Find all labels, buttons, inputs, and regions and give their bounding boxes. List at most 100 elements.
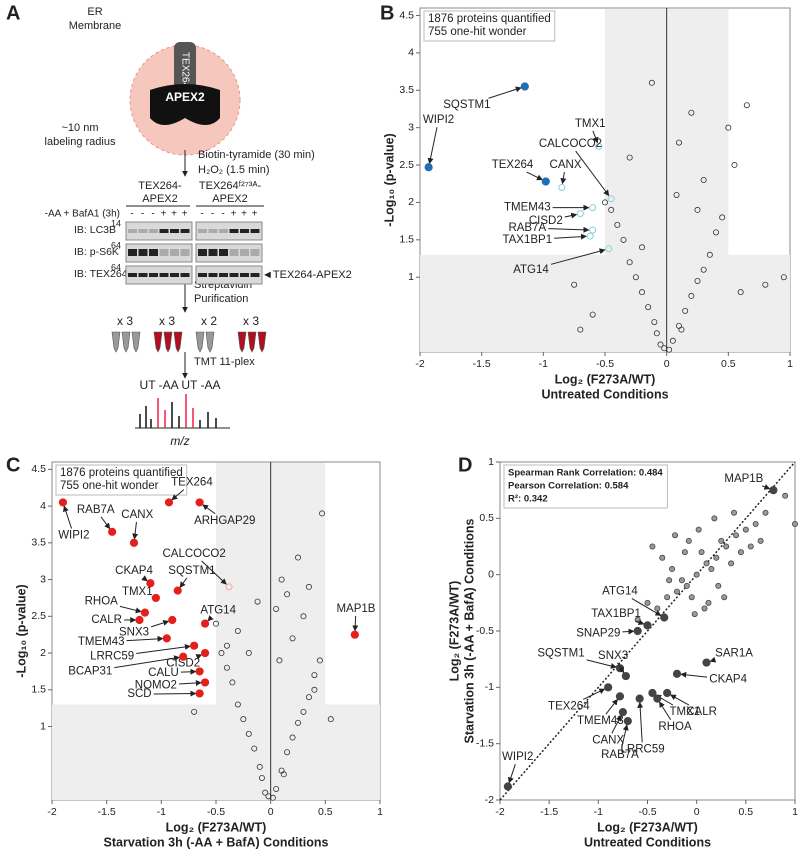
point [703,560,710,567]
x-axis-label: Untreated Conditions [584,835,711,849]
x-axis-label: Log₂ (F273A/WT) [166,820,267,834]
blot-column: APEX2 [212,193,247,205]
point-label: TAX1BP1 [502,234,552,246]
point-label: TMEM43 [78,636,125,648]
point-label: NOMO2 [135,679,177,691]
axis-label: m/z [170,434,189,448]
label-arrow [62,505,73,529]
x-tick-label: -1.5 [98,806,116,818]
highlight-point [648,688,657,698]
point [316,657,323,664]
x-tick-label: 0.5 [739,806,754,818]
highlight-point [225,583,233,591]
point-label: WIPI2 [423,114,454,126]
label-arrow [352,615,359,632]
point-label: CANX [550,159,582,171]
band [159,249,169,256]
panel-letter: B [380,2,394,24]
box-text-line: 1876 proteins quantified [60,467,183,479]
step-label: Purification [194,293,248,305]
point [632,274,639,281]
y-tick-label: 4 [40,500,46,512]
highlight-point [195,689,204,698]
highlight-point [541,177,550,186]
highlight-point [146,579,155,588]
highlight-point [135,615,144,625]
band [159,229,169,233]
band [229,229,239,233]
point-label: MAP1B [724,473,763,485]
box-text-line: 1876 proteins quantified [428,13,551,25]
band-label: ◄TEX264-APEX2 [262,269,352,281]
point-label: ATG14 [602,586,638,598]
point [669,337,676,344]
band [250,273,260,277]
band [128,229,137,233]
point [688,594,695,601]
tube [257,331,267,353]
y-tick-label: 3.5 [399,84,414,96]
point-label: TMX1 [575,118,606,130]
label-arrow [526,171,543,181]
point [273,785,280,792]
label-arrow [592,130,599,144]
x-axis-label: Untreated Conditions [541,387,668,401]
x-tick-label: -2 [47,806,56,818]
label-arrow [564,212,578,219]
point [273,605,280,612]
x-tick-label: -0.5 [207,806,225,818]
highlight-point [589,226,597,234]
highlight-point [108,527,117,536]
box-text-line: 755 one-hit wonder [428,26,527,38]
band [208,229,218,233]
point-label: RHOA [658,721,692,733]
point [644,599,651,606]
highlight-point [621,671,630,681]
label-arrow [621,724,629,749]
label-arrow [709,656,717,663]
band [180,249,190,256]
point [265,793,272,800]
point [319,510,326,517]
highlight-point [151,593,160,603]
band [198,273,207,277]
blot-row-label: IB: TEX264 [74,268,128,280]
point [256,763,263,770]
label-arrow [207,614,214,622]
step-label: TMT 11-plex [194,356,255,368]
replicate-label: x 2 [201,314,217,328]
point [669,566,676,573]
blot [195,265,263,285]
band [240,249,249,256]
band [219,229,228,233]
band [240,229,249,233]
point [191,708,198,715]
point [731,509,738,516]
y-tick-label: 3 [408,121,414,133]
highlight-point [164,498,174,507]
highlight-point [173,586,182,595]
label-arrow [126,635,164,642]
y-axis-label: Log₂ (F273A/WT) [447,581,461,682]
y-tick-label: -1.5 [476,737,494,749]
point [245,730,252,737]
label-arrow [180,668,197,675]
membrane-label: ER [87,6,102,18]
point [747,543,754,550]
band [229,273,239,277]
point [731,162,738,169]
panel: B -2 -1.5 -1 -0.5 0 0.5 1 1 1.5 2 2.5 3 3.5 4 4.5 Log₂ (… [380,2,793,401]
x-tick-label: -1 [594,806,603,818]
label-arrow [179,577,188,588]
highlight-point [195,667,204,676]
step-label: Biotin-tyramide (30 min) [198,149,315,161]
point-label: CALR [91,614,122,626]
point [234,701,241,708]
point-label: CKAP4 [709,673,747,685]
label-arrow [195,654,203,660]
tube [195,331,205,353]
label-arrow [605,698,618,715]
point [639,289,646,296]
band [219,249,228,256]
point-label: SQSTM1 [443,99,490,111]
